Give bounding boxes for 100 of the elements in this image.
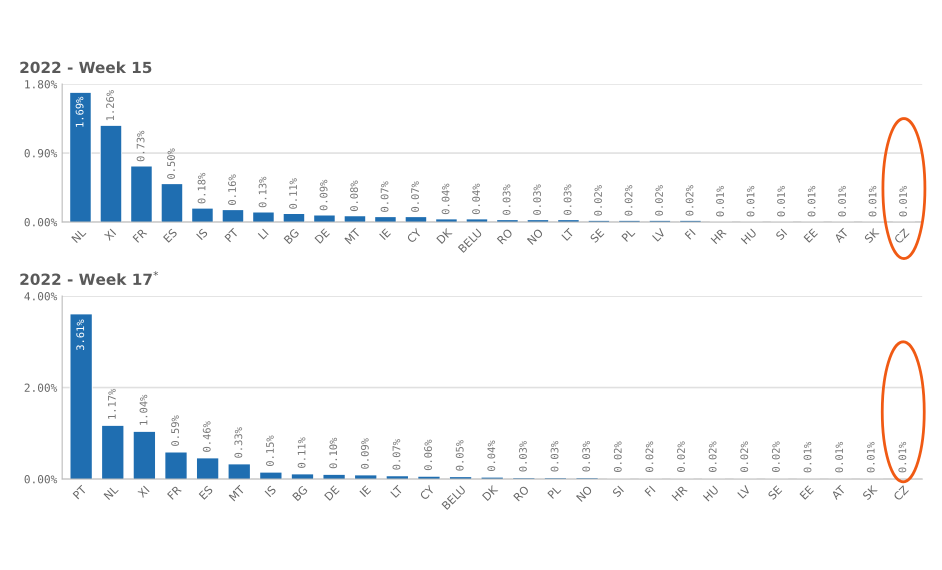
x-tick-label: SI: [775, 228, 788, 240]
data-label: 0.73%: [136, 130, 145, 162]
x-tick-label: PT: [72, 484, 88, 500]
data-label: 1.04%: [140, 394, 148, 425]
x-tick-label: BG: [284, 228, 300, 244]
data-label: 0.16%: [228, 174, 236, 205]
data-label: 0.05%: [456, 440, 464, 471]
data-label: 0.59%: [171, 415, 180, 446]
data-label: 0.18%: [198, 172, 206, 204]
data-label: 0.33%: [234, 427, 242, 458]
x-tick-label: IE: [379, 228, 391, 240]
data-label: 0.02%: [772, 441, 780, 472]
y-tick-label: 4.00%: [24, 292, 58, 300]
x-tick-label: PL: [621, 228, 636, 242]
x-tick-label: SK: [862, 484, 878, 500]
x-tick-label: CZ: [894, 228, 910, 244]
y-tick-label: 1.80%: [25, 80, 58, 88]
x-tick-label: DK: [436, 228, 453, 244]
x-tick-label: LV: [652, 228, 666, 242]
x-tick-label: LT: [390, 484, 404, 498]
x-tick-label: NO: [526, 228, 544, 245]
y-tick-label: 2.00%: [24, 384, 58, 392]
x-tick-label: NL: [71, 228, 86, 244]
x-tick-label: FR: [167, 485, 182, 500]
data-label: 0.03%: [550, 440, 558, 472]
x-tick-label: DK: [482, 484, 498, 501]
x-tick-label: EE: [804, 228, 818, 243]
x-tick-label: FR: [132, 228, 148, 243]
data-label: 0.01%: [808, 186, 816, 216]
data-label: 0.50%: [167, 148, 176, 179]
data-label: 0.02%: [645, 441, 654, 472]
data-label: 0.01%: [899, 186, 907, 216]
x-tick-label: CZ: [892, 485, 909, 502]
data-label: 0.09%: [320, 180, 328, 210]
x-tick-label: SE: [590, 228, 605, 244]
x-tick-label: DE: [314, 228, 330, 244]
x-tick-label: CY: [419, 484, 436, 500]
data-label: 0.07%: [411, 181, 419, 212]
data-label: 0.13%: [258, 176, 267, 208]
data-label: 0.08%: [350, 180, 358, 212]
data-label: 0.03%: [582, 440, 590, 472]
data-label: 0.10%: [329, 438, 338, 468]
x-tick-label: HR: [710, 228, 727, 244]
data-label: 0.02%: [686, 185, 694, 216]
data-label: 0.11%: [298, 437, 306, 468]
data-label: 0.03%: [533, 184, 541, 215]
data-label: 0.01%: [838, 186, 846, 216]
x-tick-label: AT: [834, 228, 849, 244]
data-label: 0.02%: [677, 441, 685, 472]
data-label: 0.02%: [708, 441, 717, 472]
data-label: 0.11%: [289, 178, 298, 209]
data-label: 0.02%: [594, 185, 602, 216]
x-tick-label: NO: [576, 485, 593, 502]
x-tick-label: SK: [864, 228, 880, 244]
data-label: 0.03%: [502, 184, 510, 215]
data-label: 0.15%: [266, 435, 274, 466]
data-label: 0.01%: [746, 186, 754, 216]
data-label: 0.09%: [360, 438, 369, 469]
data-label: 3.61%: [76, 320, 84, 350]
x-tick-label: IS: [196, 228, 208, 240]
y-tick-label: 0.90%: [24, 149, 58, 158]
x-tick-label: LV: [737, 484, 752, 499]
y-tick-label: 0.00%: [24, 218, 58, 226]
data-label: 0.46%: [202, 421, 211, 452]
x-tick-label: NL: [104, 484, 119, 500]
data-label: 0.01%: [716, 186, 724, 216]
x-tick-label: ES: [198, 485, 214, 500]
x-tick-label: LT: [561, 228, 574, 241]
x-tick-label: FI: [684, 228, 696, 240]
data-label: 0.02%: [624, 185, 632, 216]
data-label: 0.02%: [614, 441, 622, 472]
data-label: 1.17%: [108, 388, 116, 419]
data-label: 0.01%: [866, 442, 875, 472]
x-tick-label: CY: [406, 228, 422, 244]
data-label: 0.04%: [487, 440, 496, 472]
y-tick-label: 0.00%: [24, 475, 58, 484]
data-label: 0.01%: [868, 186, 876, 216]
x-tick-label: MT: [344, 228, 361, 244]
data-label: 0.07%: [380, 181, 388, 212]
data-label: 0.02%: [740, 441, 748, 472]
data-label: 1.26%: [106, 90, 114, 120]
x-tick-label: HR: [672, 485, 688, 502]
x-tick-label: MT: [228, 484, 246, 502]
x-tick-label: IS: [264, 485, 276, 498]
x-tick-label: LI: [258, 228, 269, 240]
chart-title: 2022 - Week 15: [20, 61, 152, 74]
data-label: 0.07%: [392, 439, 400, 470]
data-label: 0.02%: [655, 185, 663, 216]
data-label: 0.04%: [442, 184, 450, 214]
x-tick-label: SI: [612, 485, 624, 498]
data-label: 0.01%: [804, 442, 812, 472]
data-label: 0.03%: [564, 184, 572, 215]
chart-title: 2022 - Week 17$^{*}$: [20, 271, 158, 286]
x-tick-label: IE: [359, 485, 372, 498]
x-tick-label: RO: [496, 228, 514, 245]
data-label: 1.69%: [76, 96, 84, 127]
x-tick-label: FI: [644, 486, 656, 497]
x-tick-label: AT: [830, 484, 846, 500]
x-tick-label: ES: [162, 228, 178, 243]
data-label: 0.03%: [518, 440, 527, 472]
